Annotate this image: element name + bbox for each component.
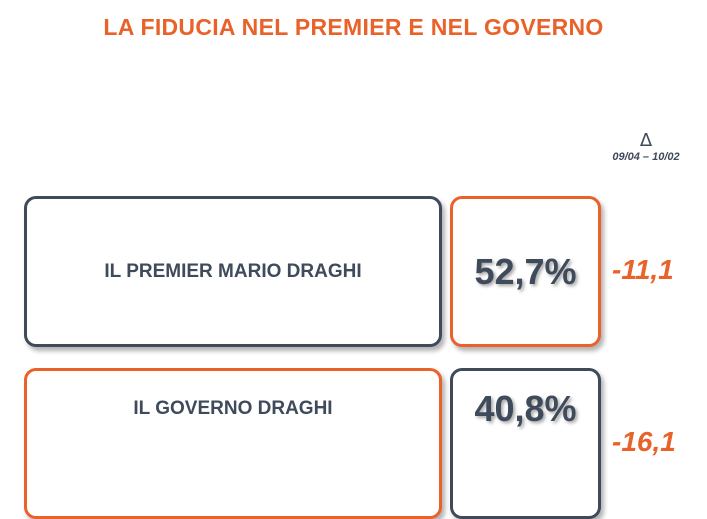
- page-title: LA FIDUCIA NEL PREMIER E NEL GOVERNO: [103, 14, 604, 40]
- delta-header: Δ 09/04 – 10/02: [596, 130, 696, 163]
- row-value: 40,8%: [474, 387, 577, 429]
- row-change: -11,1: [612, 254, 674, 285]
- row-value-box-governo: 40,8%: [450, 368, 601, 519]
- row-label-box-governo: IL GOVERNO DRAGHI: [24, 368, 442, 519]
- row-label-box-premier: IL PREMIER MARIO DRAGHI: [24, 196, 442, 347]
- row-label: IL PREMIER MARIO DRAGHI: [104, 260, 362, 282]
- delta-symbol: Δ: [639, 130, 653, 151]
- row-value-box-premier: 52,7%: [450, 196, 601, 347]
- row-change: -16,1: [612, 426, 676, 457]
- delta-date-range: 09/04 – 10/02: [612, 151, 680, 163]
- row-label: IL GOVERNO DRAGHI: [133, 397, 333, 419]
- row-value: 52,7%: [474, 250, 577, 292]
